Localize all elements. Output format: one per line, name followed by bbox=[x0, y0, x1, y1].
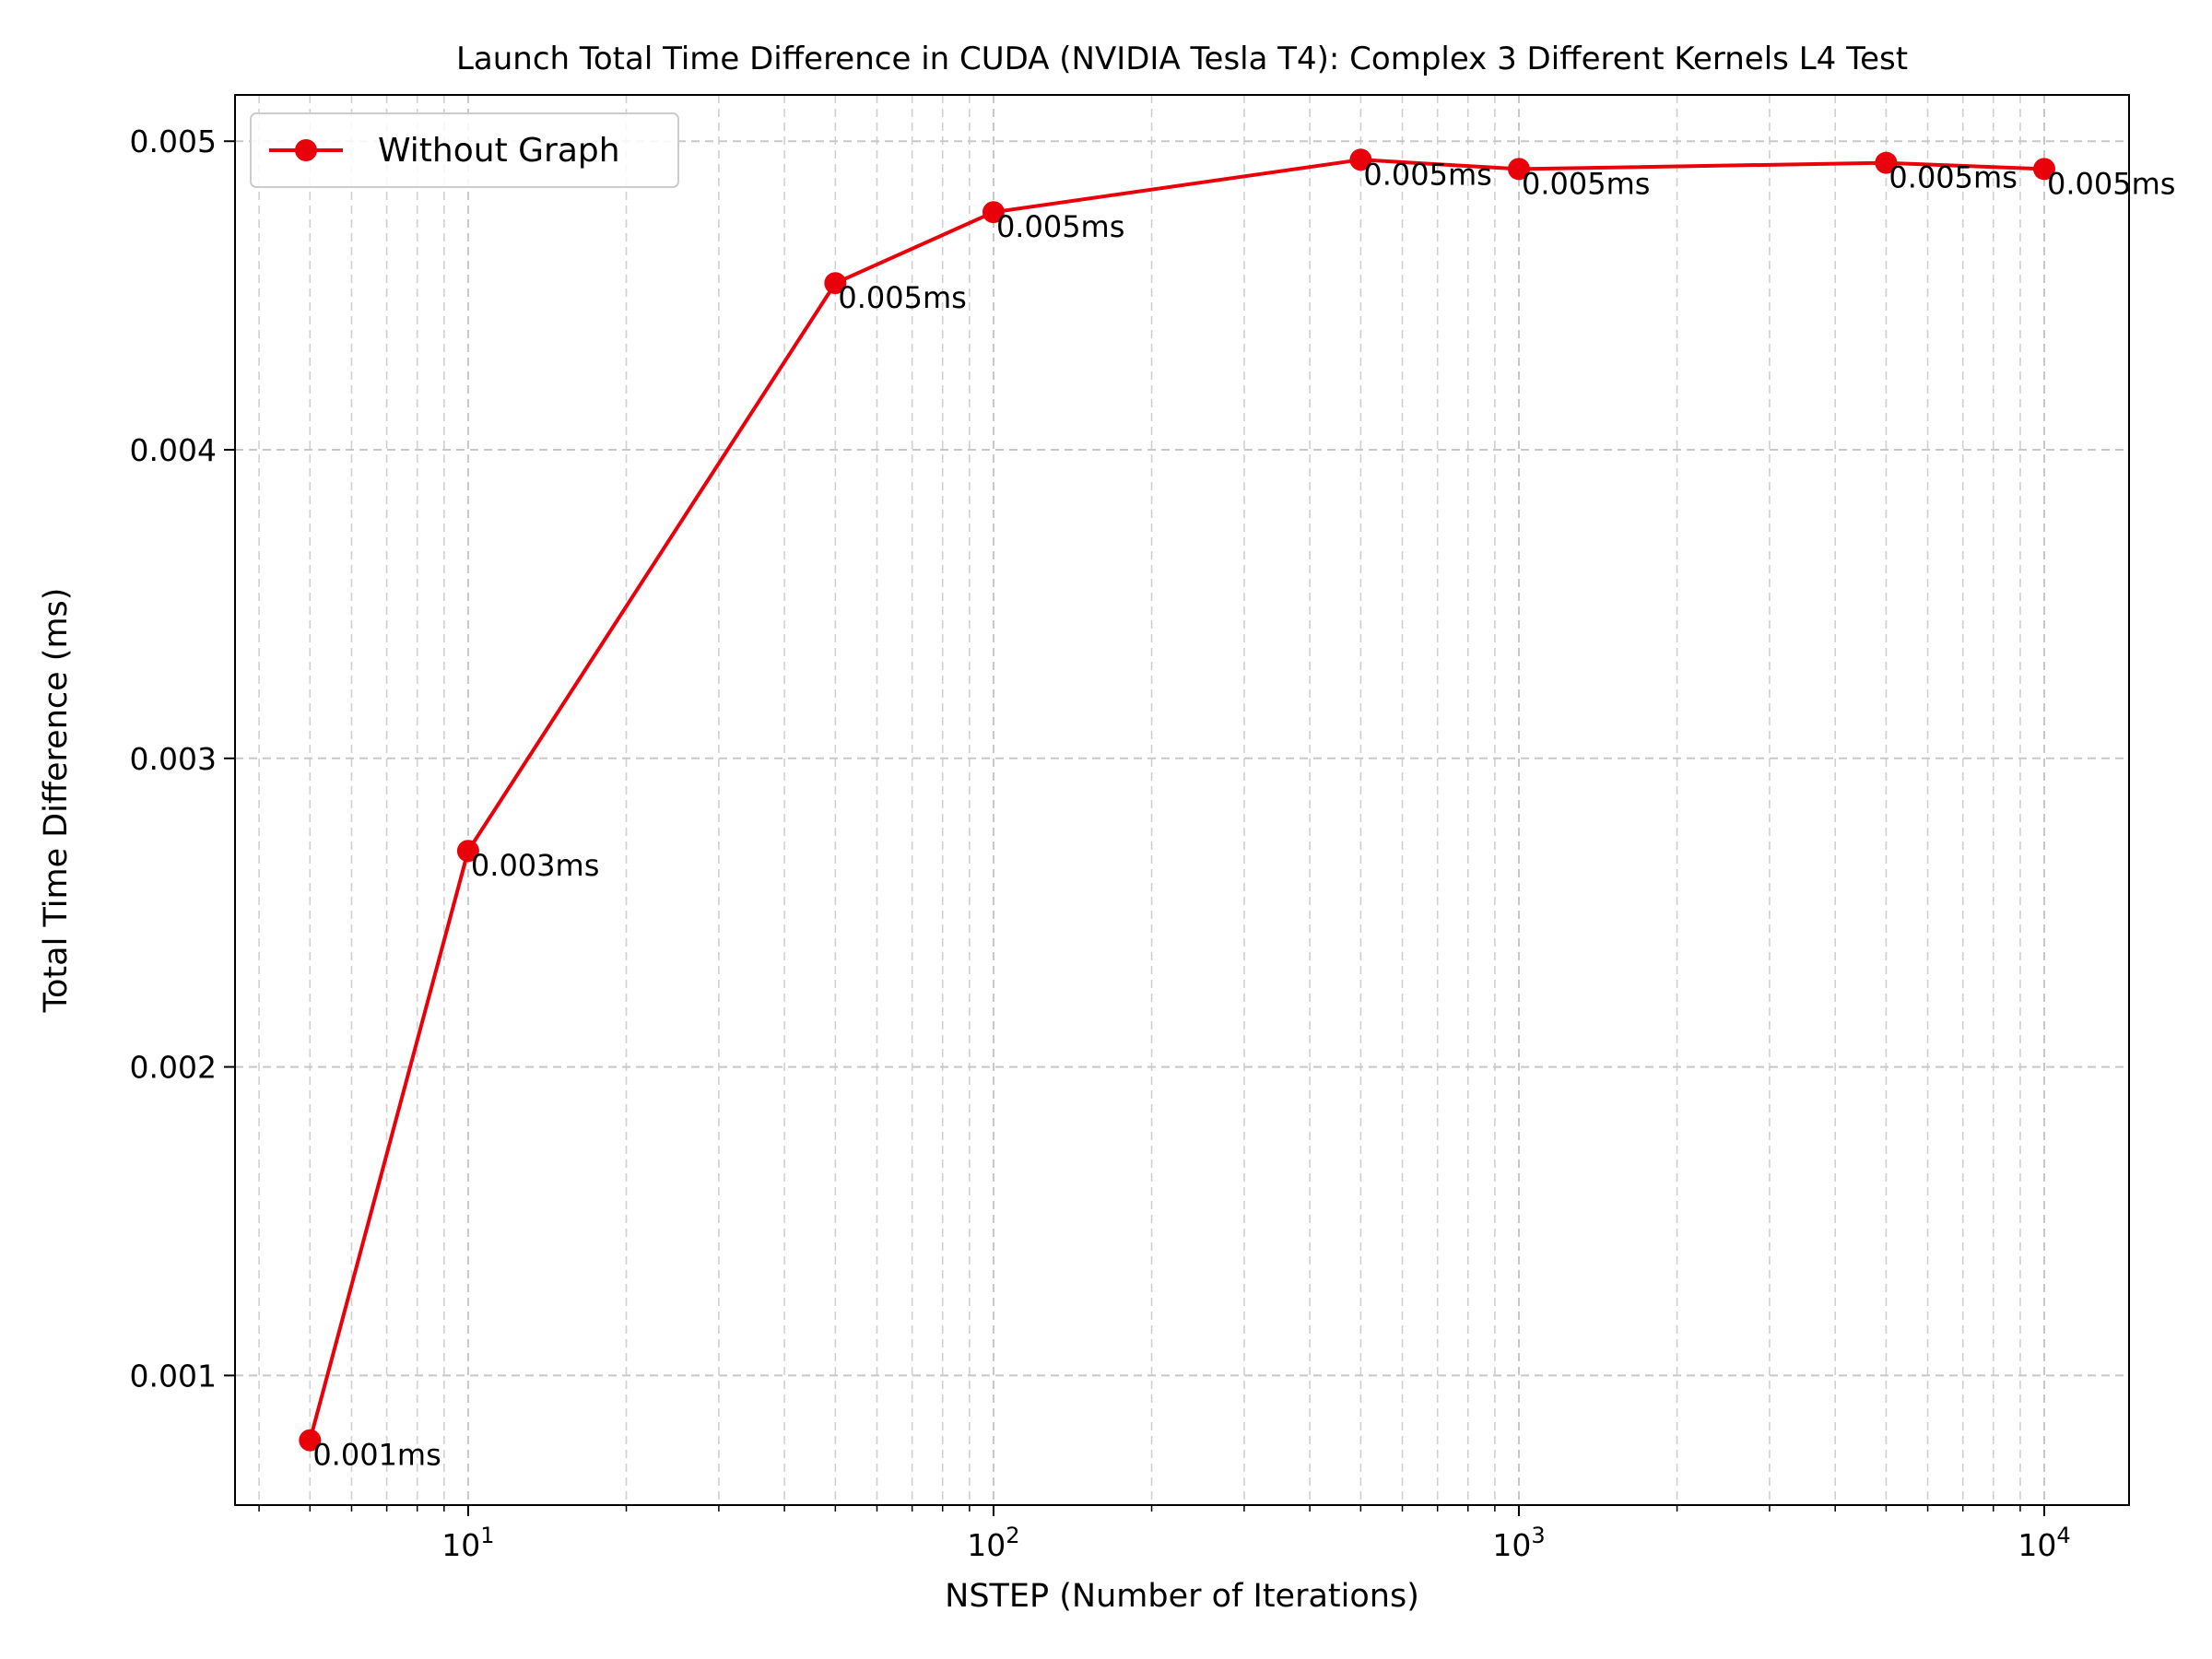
data-point bbox=[2033, 158, 2056, 181]
data-label: 0.005ms bbox=[1363, 157, 1491, 192]
legend-point-marker bbox=[295, 139, 317, 161]
data-label: 0.005ms bbox=[2047, 166, 2175, 201]
data-label: 0.005ms bbox=[838, 280, 966, 315]
legend: Without Graph bbox=[250, 112, 679, 188]
y-tick-label: 0.003 bbox=[130, 741, 217, 777]
series-line-without-graph bbox=[308, 158, 2045, 1441]
axis-ticks: 101 102 103 104 0.001 0.002 0.003 0.004 0.005 bbox=[130, 124, 2071, 1563]
legend-box bbox=[250, 112, 679, 188]
grid bbox=[235, 95, 2129, 1505]
data-label: 0.001ms bbox=[312, 1438, 441, 1473]
data-point bbox=[456, 840, 479, 863]
plot-frame bbox=[234, 94, 2130, 1506]
x-axis-label: NSTEP (Number of Iterations) bbox=[945, 1578, 1419, 1615]
data-point bbox=[1875, 151, 1898, 174]
chart-title: Launch Total Time Difference in CUDA (NV… bbox=[456, 41, 1908, 77]
y-tick-label: 0.005 bbox=[130, 124, 217, 159]
data-point bbox=[1507, 158, 1530, 181]
y-tick-label: 0.001 bbox=[130, 1358, 217, 1394]
data-label: 0.005ms bbox=[996, 209, 1124, 244]
data-point bbox=[299, 1429, 322, 1452]
y-tick-label: 0.002 bbox=[130, 1050, 217, 1086]
data-label: 0.003ms bbox=[471, 848, 599, 883]
x-tick-label: 104 bbox=[2018, 1523, 2070, 1563]
data-point bbox=[982, 201, 1005, 224]
data-point bbox=[824, 272, 847, 295]
legend-entry-without-graph: Without Graph bbox=[378, 132, 620, 170]
data-label: 0.005ms bbox=[1888, 160, 2017, 195]
y-tick-label: 0.004 bbox=[130, 432, 217, 468]
y-axis-label: Total Time Difference (ms) bbox=[38, 588, 75, 1014]
data-point bbox=[1349, 148, 1372, 171]
x-tick-label: 101 bbox=[441, 1523, 494, 1563]
data-label: 0.005ms bbox=[1522, 166, 1650, 201]
series-layer: 0.001ms 0.003ms 0.005ms 0.005ms 0.005ms 0.005… bbox=[299, 148, 2175, 1473]
x-tick-label: 102 bbox=[967, 1523, 1019, 1563]
x-tick-label: 103 bbox=[1492, 1523, 1545, 1563]
